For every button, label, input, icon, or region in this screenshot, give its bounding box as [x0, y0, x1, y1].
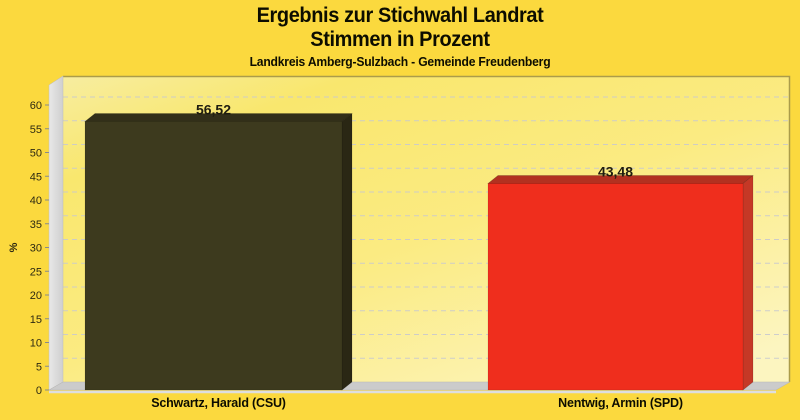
ytick-label-35: 35 [30, 219, 42, 231]
ytick-label-60: 60 [30, 100, 42, 112]
ytick-label-20: 20 [30, 290, 42, 302]
ytick-label-25: 25 [30, 266, 42, 278]
bar-value-label-1: 43,48 [598, 163, 633, 179]
ytick-label-55: 55 [30, 124, 42, 136]
bar-side-0 [341, 112, 353, 391]
chart-area: 0 5 10 15 20 25 30 35 40 45 50 55 60% 56,52 Schwartz, … [0, 72, 800, 420]
plot-border [63, 75, 791, 382]
bar-side-1 [742, 174, 754, 391]
bar-0 [84, 121, 343, 391]
page-subtitle: Landkreis Amberg-Sulzbach - Gemeinde Fre… [249, 55, 551, 69]
ytick-label-5: 5 [36, 361, 42, 373]
page-title-line1: Ergebnis zur Stichwahl Landrat [256, 4, 544, 27]
ytick-label-15: 15 [30, 314, 42, 326]
page-title-line2: Stimmen in Prozent [310, 28, 490, 51]
left-wall [48, 75, 64, 391]
chart-header: Ergebnis zur Stichwahl Landrat Stimmen i… [0, 4, 800, 70]
bar-category-label-1: Nentwig, Armin (SPD) [558, 396, 683, 410]
bar-chart-3d: 0 5 10 15 20 25 30 35 40 45 50 55 60% 56,52 Schwartz, … [8, 75, 791, 410]
ytick-label-30: 30 [30, 243, 42, 255]
ytick-label-50: 50 [30, 148, 42, 160]
ytick-label-40: 40 [30, 195, 42, 207]
ytick-label-0: 0 [36, 385, 42, 397]
ytick-label-45: 45 [30, 171, 42, 183]
bar-category-label-0: Schwartz, Harald (CSU) [151, 396, 286, 410]
bar-1 [487, 183, 744, 391]
ytick-label-10: 10 [30, 338, 42, 350]
y-axis-title: % [8, 242, 20, 252]
bar-value-label-0: 56,52 [196, 102, 231, 118]
